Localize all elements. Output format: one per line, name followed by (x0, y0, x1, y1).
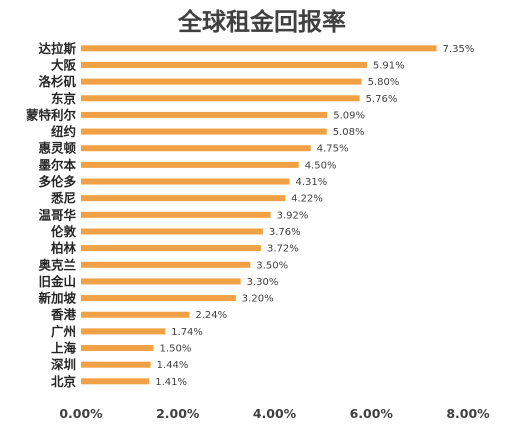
category-label-5: 纽约 (51, 124, 76, 139)
value-label-16: 2.24% (195, 310, 227, 321)
value-label-11: 3.76% (269, 227, 301, 238)
value-label-3: 5.76% (366, 94, 398, 105)
x-tick-label-1: 2.00% (156, 406, 200, 421)
bars-layer (81, 45, 437, 385)
value-label-20: 1.41% (155, 377, 187, 388)
bar-5 (81, 128, 327, 135)
category-label-10: 温哥华 (38, 207, 76, 222)
value-label-17: 1.74% (171, 327, 203, 338)
category-label-8: 多伦多 (38, 174, 76, 189)
x-tick-label-0: 0.00% (59, 406, 103, 421)
bar-14 (81, 278, 241, 285)
x-tick-label-2: 4.00% (253, 406, 297, 421)
category-label-4: 蒙特利尔 (26, 107, 77, 122)
value-label-9: 4.22% (291, 194, 323, 205)
bar-20 (81, 378, 150, 385)
bar-18 (81, 345, 154, 352)
category-label-15: 新加坡 (38, 291, 76, 306)
category-label-20: 北京 (51, 374, 77, 389)
category-label-17: 广州 (51, 324, 76, 339)
bar-6 (81, 145, 311, 152)
bar-0 (81, 45, 437, 52)
value-label-6: 4.75% (317, 144, 349, 155)
category-label-7: 墨尔本 (38, 157, 76, 172)
value-label-13: 3.50% (256, 260, 288, 271)
category-label-1: 大阪 (51, 57, 77, 72)
chart-title: 全球租金回报率 (177, 8, 346, 36)
value-label-4: 5.09% (333, 110, 365, 121)
value-label-0: 7.35% (443, 44, 475, 55)
bar-11 (81, 228, 263, 235)
bar-17 (81, 328, 166, 335)
value-label-1: 5.91% (373, 60, 405, 71)
x-tick-label-3: 6.00% (350, 406, 394, 421)
value-label-18: 1.50% (160, 344, 192, 355)
value-label-5: 5.08% (333, 127, 365, 138)
value-label-15: 3.20% (242, 294, 274, 305)
bar-19 (81, 361, 151, 368)
value-label-8: 4.31% (296, 177, 328, 188)
bar-10 (81, 211, 271, 218)
bar-9 (81, 195, 286, 202)
value-label-2: 5.80% (368, 77, 400, 88)
category-labels: 达拉斯大阪洛杉矶东京蒙特利尔纽约惠灵顿墨尔本多伦多悉尼温哥华伦敦柏林奥克兰旧金山… (26, 41, 77, 389)
bar-12 (81, 245, 261, 252)
category-label-14: 旧金山 (38, 274, 76, 289)
bar-4 (81, 111, 328, 118)
category-label-9: 悉尼 (50, 191, 76, 206)
category-label-2: 洛杉矶 (38, 74, 76, 89)
value-label-14: 3.30% (247, 277, 279, 288)
x-axis-ticks: 0.00% 2.00% 4.00% 6.00% 8.00% (59, 406, 490, 421)
bar-1 (81, 61, 367, 68)
bar-3 (81, 95, 360, 102)
value-label-7: 4.50% (305, 160, 337, 171)
bar-13 (81, 261, 251, 268)
category-label-19: 深圳 (51, 357, 76, 372)
category-label-6: 惠灵顿 (38, 141, 76, 156)
category-label-3: 东京 (51, 91, 77, 106)
bar-7 (81, 161, 299, 168)
bar-15 (81, 295, 236, 302)
bar-16 (81, 311, 190, 318)
value-label-12: 3.72% (267, 244, 299, 255)
bar-2 (81, 78, 362, 85)
value-label-19: 1.44% (157, 360, 189, 371)
category-label-13: 奥克兰 (38, 257, 76, 272)
category-label-18: 上海 (51, 341, 77, 356)
value-labels: 7.35% 5.91% 5.80% 5.76%5.09% 5.08% 4.75% 4.50%… (155, 44, 474, 388)
x-tick-label-4: 8.00% (446, 406, 490, 421)
value-label-10: 3.92% (277, 210, 309, 221)
category-label-12: 柏林 (51, 241, 77, 256)
category-label-16: 香港 (50, 307, 77, 322)
category-label-11: 伦敦 (51, 224, 77, 239)
category-label-0: 达拉斯 (38, 41, 76, 56)
bar-8 (81, 178, 290, 185)
